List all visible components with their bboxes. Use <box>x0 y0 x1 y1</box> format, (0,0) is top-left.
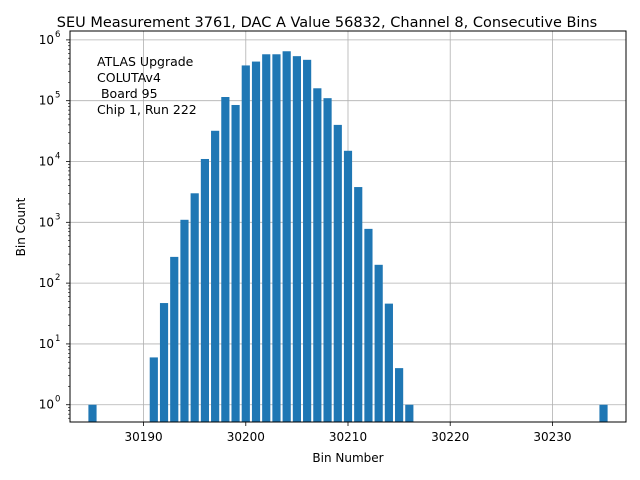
x-tick-label: 30210 <box>329 430 367 444</box>
annotation-line: Chip 1, Run 222 <box>97 102 197 117</box>
x-axis-ticks: 30190 30200 30210 30220 30230 <box>124 422 572 444</box>
bar-bin-30191 <box>149 357 158 422</box>
bar-bin-30201 <box>251 61 261 423</box>
y-tick-label: 10 <box>39 337 54 351</box>
bar-bin-30197 <box>211 130 220 423</box>
bar-bin-30235 <box>599 404 608 422</box>
bar-bin-30209 <box>333 124 342 422</box>
bar-bin-30195 <box>190 193 199 422</box>
bar-bin-30212 <box>364 228 373 422</box>
y-tick-label: 10 <box>39 215 54 229</box>
bar-bin-30216 <box>405 404 414 422</box>
bar-bin-30196 <box>200 158 209 422</box>
y-tick-exponent: 5 <box>55 91 60 101</box>
bar-bin-30194 <box>180 219 189 422</box>
x-tick-label: 30230 <box>533 430 571 444</box>
bar-bin-30202 <box>262 54 271 422</box>
bar-series <box>88 51 608 423</box>
x-tick-label: 30220 <box>431 430 469 444</box>
y-tick-exponent: 4 <box>55 152 60 162</box>
bar-bin-30199 <box>231 104 240 422</box>
bar-bin-30200 <box>241 65 250 423</box>
bar-bin-30192 <box>159 303 169 422</box>
bar-bin-30214 <box>384 303 393 422</box>
x-tick-label: 30200 <box>227 430 265 444</box>
bar-bin-30207 <box>313 88 322 422</box>
bar-bin-30215 <box>395 368 404 422</box>
y-tick-label: 10 <box>39 155 54 169</box>
bar-bin-30210 <box>343 150 353 422</box>
bar-bin-30205 <box>292 56 301 422</box>
y-tick-exponent: 2 <box>55 273 60 283</box>
annotation-line: COLUTAv4 <box>97 70 161 85</box>
y-tick-exponent: 3 <box>55 212 60 222</box>
bar-bin-30204 <box>282 51 291 422</box>
y-tick-exponent: 1 <box>55 334 60 344</box>
chart-title: SEU Measurement 3761, DAC A Value 56832,… <box>57 15 597 31</box>
x-tick-label: 30190 <box>124 430 162 444</box>
y-axis-label: Bin Count <box>14 197 28 256</box>
bar-bin-30213 <box>374 264 383 422</box>
bar-bin-30211 <box>354 187 363 422</box>
bar-bin-30203 <box>272 54 281 422</box>
y-tick-label: 10 <box>39 33 54 47</box>
plot-frame <box>69 30 627 423</box>
x-axis-label: Bin Number <box>312 451 383 465</box>
y-tick-exponent: 0 <box>55 395 60 405</box>
y-tick-label: 10 <box>39 276 54 290</box>
y-tick-label: 10 <box>39 94 54 108</box>
bar-bin-30198 <box>221 97 230 423</box>
bar-bin-30185 <box>88 404 97 422</box>
annotation-box: ATLAS Upgrade COLUTAv4 Board 95 Chip 1, … <box>97 54 197 117</box>
y-tick-exponent: 6 <box>55 30 60 40</box>
bar-bin-30206 <box>303 59 312 422</box>
bar-bin-30193 <box>170 256 179 422</box>
annotation-line: ATLAS Upgrade <box>97 54 194 69</box>
bar-bin-30208 <box>323 98 332 422</box>
annotation-line: Board 95 <box>97 86 158 101</box>
y-tick-label: 10 <box>39 398 54 412</box>
